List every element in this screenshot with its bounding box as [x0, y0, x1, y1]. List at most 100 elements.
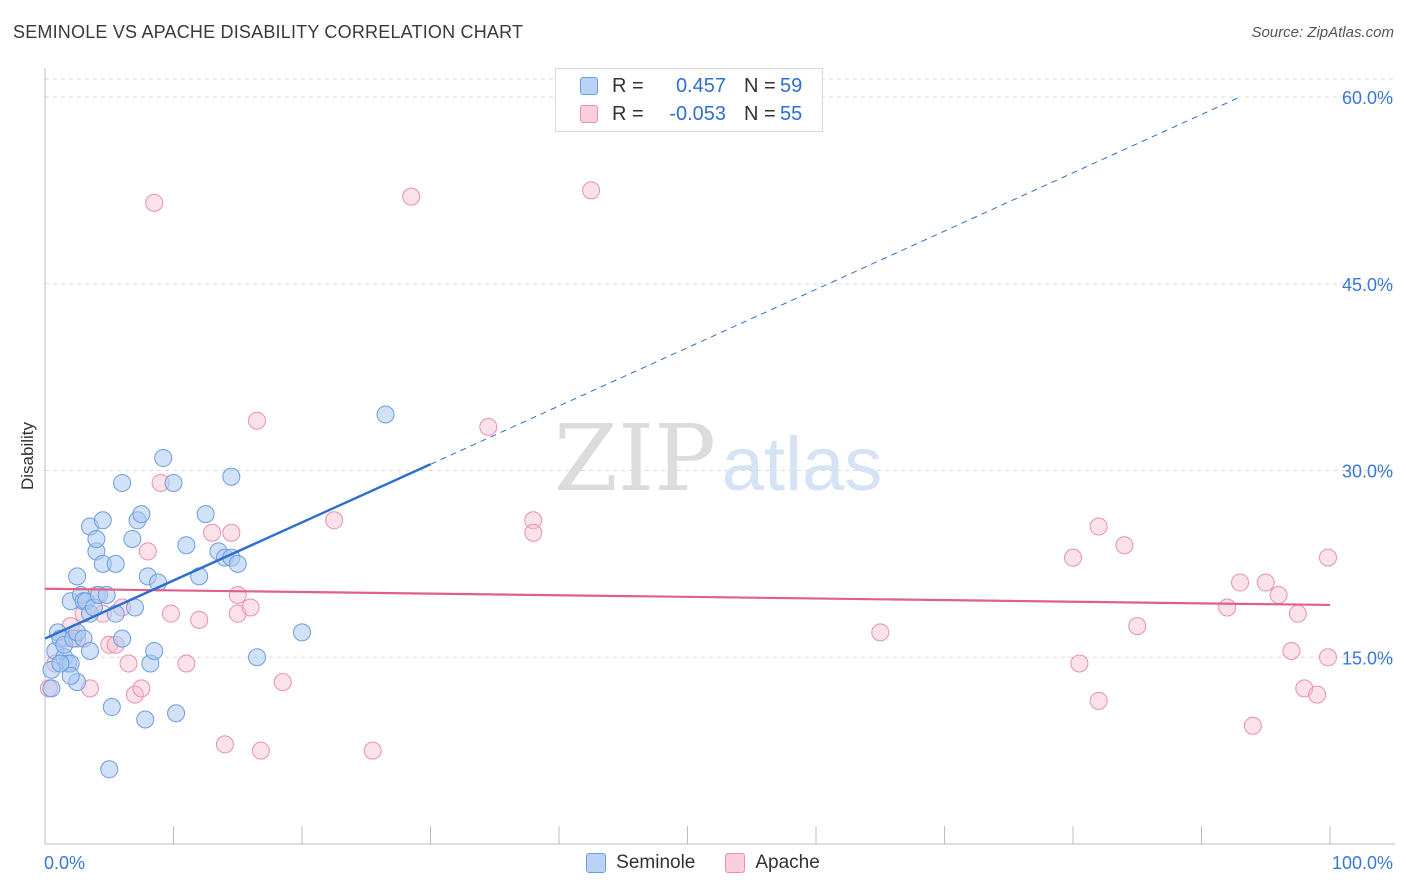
apache-point	[582, 181, 601, 200]
chart-title: SEMINOLE VS APACHE DISABILITY CORRELATIO…	[13, 22, 524, 42]
seminole-point	[164, 473, 183, 492]
seminole-point	[97, 586, 116, 604]
legend-r-label: R =	[612, 74, 644, 97]
y-tick-label: 30.0%	[1342, 462, 1393, 482]
legend-item-apache[interactable]: Apache	[725, 852, 820, 874]
apache-point	[1269, 586, 1288, 604]
seminole-point	[80, 642, 99, 661]
seminole-point	[123, 529, 142, 548]
apache-point	[1070, 654, 1089, 673]
watermark-zip: ZIP	[554, 405, 716, 512]
apache-point	[1231, 573, 1250, 592]
apache-point	[1115, 536, 1134, 555]
apache-point	[1308, 685, 1327, 704]
seminole-swatch	[580, 77, 598, 95]
x-tick-label: 0.0%	[44, 853, 85, 873]
y-tick-label: 45.0%	[1342, 275, 1393, 295]
correlation-legend: R = 0.457 N = 59 R = -0.053 N = 55	[555, 68, 823, 132]
apache-point	[1288, 604, 1307, 623]
apache-point	[524, 511, 543, 530]
seminole-point	[113, 473, 132, 492]
legend-r-value: 0.457	[675, 74, 726, 97]
seminole-point	[113, 629, 132, 648]
seminole-point	[51, 654, 70, 673]
apache-point	[871, 623, 890, 642]
apache-point	[363, 741, 382, 760]
legend-row-apache: R = -0.053 N = 55	[580, 101, 802, 127]
legend-row-seminole: R = 0.457 N = 59	[580, 73, 802, 99]
seminole-point	[248, 648, 267, 667]
legend-r-value: -0.053	[669, 102, 726, 125]
legend-n-value: 59	[780, 74, 803, 97]
seminole-point	[228, 554, 247, 573]
apache-point	[402, 187, 421, 206]
apache-point	[1243, 716, 1262, 735]
y-axis-label: Disability	[18, 421, 37, 490]
seminole-point	[177, 536, 196, 555]
apache-swatch	[725, 853, 746, 873]
apache-point	[273, 673, 292, 692]
legend-label-apache: Apache	[755, 852, 820, 873]
y-tick-label: 15.0%	[1342, 648, 1393, 668]
seminole-point	[106, 554, 125, 573]
y-tick-label: 60.0%	[1342, 88, 1393, 108]
apache-point	[215, 735, 234, 754]
apache-point	[138, 542, 157, 561]
seminole-point	[68, 567, 87, 586]
apache-point	[248, 411, 267, 430]
apache-point	[1319, 648, 1337, 667]
apache-point	[1218, 598, 1237, 617]
apache-point	[190, 610, 209, 629]
legend-n-value: 55	[780, 102, 803, 125]
seminole-point	[154, 449, 173, 468]
apache-point	[132, 679, 151, 698]
apache-point	[325, 511, 344, 530]
apache-point	[203, 523, 222, 542]
seminole-point	[87, 529, 106, 548]
apache-point	[228, 586, 247, 604]
apache-point	[161, 604, 180, 623]
apache-point	[241, 598, 260, 617]
apache-point	[1089, 517, 1108, 536]
apache-point	[222, 523, 241, 542]
seminole-point	[145, 642, 164, 661]
apache-point	[251, 741, 270, 760]
apache-point	[1256, 573, 1275, 592]
apache-point	[177, 654, 196, 673]
seminole-swatch	[586, 853, 607, 873]
watermark-atlas: atlas	[722, 422, 883, 507]
seminole-point	[167, 704, 186, 723]
apache-trendline	[44, 587, 1331, 607]
apache-point	[1064, 548, 1082, 567]
apache-point	[479, 417, 498, 436]
legend-item-seminole[interactable]: Seminole	[586, 852, 695, 874]
legend-n-label: N =	[744, 102, 776, 125]
apache-point	[1319, 548, 1337, 567]
legend-n-label: N =	[744, 74, 776, 97]
apache-point	[145, 193, 164, 212]
legend-r-label: R =	[612, 102, 644, 125]
legend-label-seminole: Seminole	[616, 852, 696, 873]
apache-point	[119, 654, 138, 673]
seminole-point	[222, 467, 241, 486]
seminole-trendline-extension	[430, 96, 1241, 465]
seminole-point	[376, 405, 395, 424]
source-label: Source: ZipAtlas.com	[1251, 24, 1394, 41]
seminole-point	[61, 666, 80, 685]
seminole-point	[196, 505, 215, 524]
x-tick-label: 100.0%	[1332, 853, 1393, 873]
seminole-point	[93, 511, 112, 530]
apache-point	[1282, 642, 1301, 661]
seminole-point	[102, 698, 121, 717]
series-legend: Seminole Apache	[0, 852, 1406, 874]
apache-point	[1128, 617, 1147, 636]
seminole-point	[136, 710, 155, 729]
seminole-point	[42, 679, 61, 698]
seminole-trendline	[44, 463, 431, 640]
apache-point	[524, 523, 543, 542]
apache-point	[1089, 691, 1108, 710]
seminole-point	[132, 505, 151, 524]
seminole-point	[100, 760, 119, 779]
apache-swatch	[580, 105, 598, 123]
